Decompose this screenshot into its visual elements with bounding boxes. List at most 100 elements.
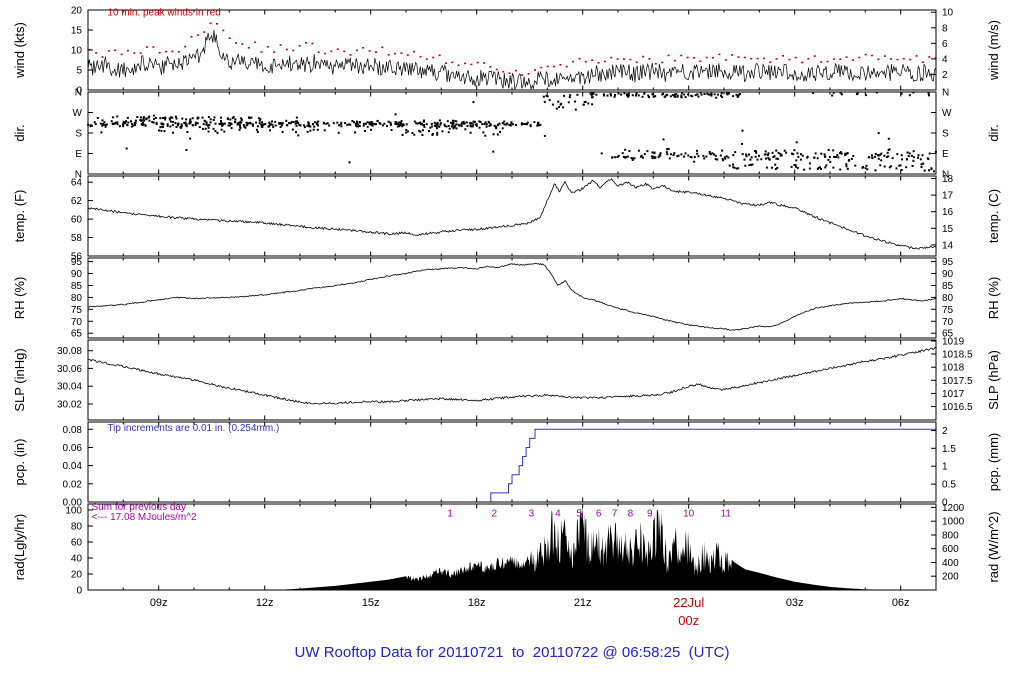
svg-text:N: N (75, 170, 82, 181)
svg-text:90: 90 (942, 269, 954, 280)
svg-text:800: 800 (942, 531, 959, 542)
svg-text:80: 80 (942, 293, 954, 304)
svg-text:58: 58 (71, 233, 83, 244)
svg-text:N: N (942, 170, 949, 181)
svg-text:600: 600 (942, 544, 959, 555)
svg-text:0.06: 0.06 (63, 443, 83, 454)
svg-text:15z: 15z (362, 597, 380, 609)
svg-text:0.04: 0.04 (63, 461, 83, 472)
svg-text:90: 90 (71, 269, 83, 280)
svg-text:8: 8 (942, 23, 948, 34)
svg-text:30.04: 30.04 (57, 382, 82, 393)
svg-text:0: 0 (76, 586, 82, 597)
svg-text:65: 65 (71, 329, 83, 340)
svg-text:85: 85 (942, 281, 954, 292)
svg-text:70: 70 (942, 317, 954, 328)
svg-text:00z: 00z (678, 613, 699, 628)
svg-text:0.02: 0.02 (63, 479, 83, 490)
svg-text:pcp. (in): pcp. (in) (12, 439, 27, 486)
svg-text:1018.5: 1018.5 (942, 350, 973, 361)
svg-text:1000: 1000 (942, 517, 965, 528)
svg-text:0.00: 0.00 (63, 498, 83, 509)
svg-text:1: 1 (447, 509, 453, 520)
svg-text:0: 0 (942, 498, 948, 509)
svg-text:80: 80 (71, 522, 83, 533)
svg-text:RH (%): RH (%) (986, 277, 1001, 320)
svg-text:06z: 06z (892, 597, 910, 609)
svg-text:21z: 21z (574, 597, 592, 609)
svg-text:18: 18 (942, 174, 954, 185)
svg-text:E: E (942, 149, 949, 160)
svg-text:0: 0 (76, 86, 82, 97)
svg-text:14: 14 (942, 240, 954, 251)
svg-text:RH (%): RH (%) (12, 277, 27, 320)
temp-panel: 56 58 60 62 64 14 15 16 17 18 temp. (F) temp. (C) (12, 174, 1001, 263)
slp-panel: 30.02 30.04 30.06 30.08 1016.5 1017 1017.5 1018… (12, 337, 1001, 421)
svg-text:<--- 17.08 MJoules/m^2: <--- 17.08 MJoules/m^2 (92, 512, 197, 523)
svg-text:dir.: dir. (12, 124, 27, 141)
svg-text:1200: 1200 (942, 503, 965, 514)
svg-text:1016.5: 1016.5 (942, 402, 973, 413)
svg-text:1017: 1017 (942, 389, 965, 400)
svg-text:6: 6 (596, 509, 602, 520)
svg-text:5: 5 (576, 509, 582, 520)
svg-text:pcp. (mm): pcp. (mm) (986, 433, 1001, 492)
svg-text:62: 62 (71, 196, 83, 207)
svg-text:2: 2 (942, 426, 948, 437)
rad-panel: 0 20 40 60 80 100 200 400 600 800 1000 1200 rad(Lgly… (12, 502, 1001, 597)
svg-text:20: 20 (71, 570, 83, 581)
svg-text:dir.: dir. (986, 124, 1001, 141)
svg-text:6: 6 (942, 39, 948, 50)
svg-text:16: 16 (942, 207, 954, 218)
svg-text:7: 7 (612, 509, 618, 520)
svg-text:3: 3 (529, 509, 535, 520)
svg-text:10 min. peak winds in red: 10 min. peak winds in red (107, 8, 220, 19)
svg-text:85: 85 (71, 281, 83, 292)
svg-text:12z: 12z (256, 597, 274, 609)
svg-text:1017.5: 1017.5 (942, 376, 973, 387)
svg-text:1.5: 1.5 (942, 444, 956, 455)
svg-text:4: 4 (942, 54, 948, 65)
svg-text:10: 10 (942, 8, 954, 19)
svg-text:SLP (inHg): SLP (inHg) (12, 348, 27, 411)
svg-text:100: 100 (65, 506, 82, 517)
svg-text:N: N (942, 88, 949, 99)
svg-text:400: 400 (942, 558, 959, 569)
svg-text:15: 15 (71, 26, 83, 37)
svg-text:11: 11 (721, 509, 732, 520)
svg-text:2: 2 (492, 509, 498, 520)
svg-text:9: 9 (647, 509, 653, 520)
svg-text:4: 4 (555, 509, 561, 520)
svg-text:1018: 1018 (942, 363, 965, 374)
svg-text:60: 60 (71, 538, 83, 549)
svg-text:18z: 18z (468, 597, 486, 609)
svg-text:temp. (C): temp. (C) (986, 189, 1001, 243)
svg-text:200: 200 (942, 572, 959, 583)
svg-text:30.02: 30.02 (57, 400, 82, 411)
svg-text:15: 15 (942, 224, 954, 235)
svg-text:10: 10 (683, 509, 695, 520)
svg-text:95: 95 (71, 257, 83, 268)
wind-panel: 0 5 10 15 20 2 4 6 8 10 wind (kts) wind (m/s) 10 min… (12, 6, 1001, 97)
svg-text:09z: 09z (150, 597, 168, 609)
svg-text:S: S (942, 129, 949, 140)
svg-text:rad(Lgly/hr): rad(Lgly/hr) (12, 514, 27, 580)
svg-text:1019: 1019 (942, 337, 965, 348)
svg-text:03z: 03z (786, 597, 804, 609)
svg-text:rad (W/m^2): rad (W/m^2) (986, 511, 1001, 582)
svg-text:40: 40 (71, 554, 83, 565)
svg-text:1: 1 (942, 462, 948, 473)
svg-text:8: 8 (628, 509, 634, 520)
svg-text:W: W (942, 108, 952, 119)
svg-text:56: 56 (71, 252, 83, 263)
svg-text:S: S (75, 129, 82, 140)
pcp-panel: 0.00 0.02 0.04 0.06 0.08 0 0.5 1 1.5 2 pcp. (in) pc… (12, 421, 1001, 509)
svg-text:17: 17 (942, 191, 954, 202)
svg-text:N: N (75, 88, 82, 99)
svg-text:64: 64 (71, 178, 83, 189)
svg-text:60: 60 (71, 215, 83, 226)
svg-text:wind (kts): wind (kts) (12, 22, 27, 79)
